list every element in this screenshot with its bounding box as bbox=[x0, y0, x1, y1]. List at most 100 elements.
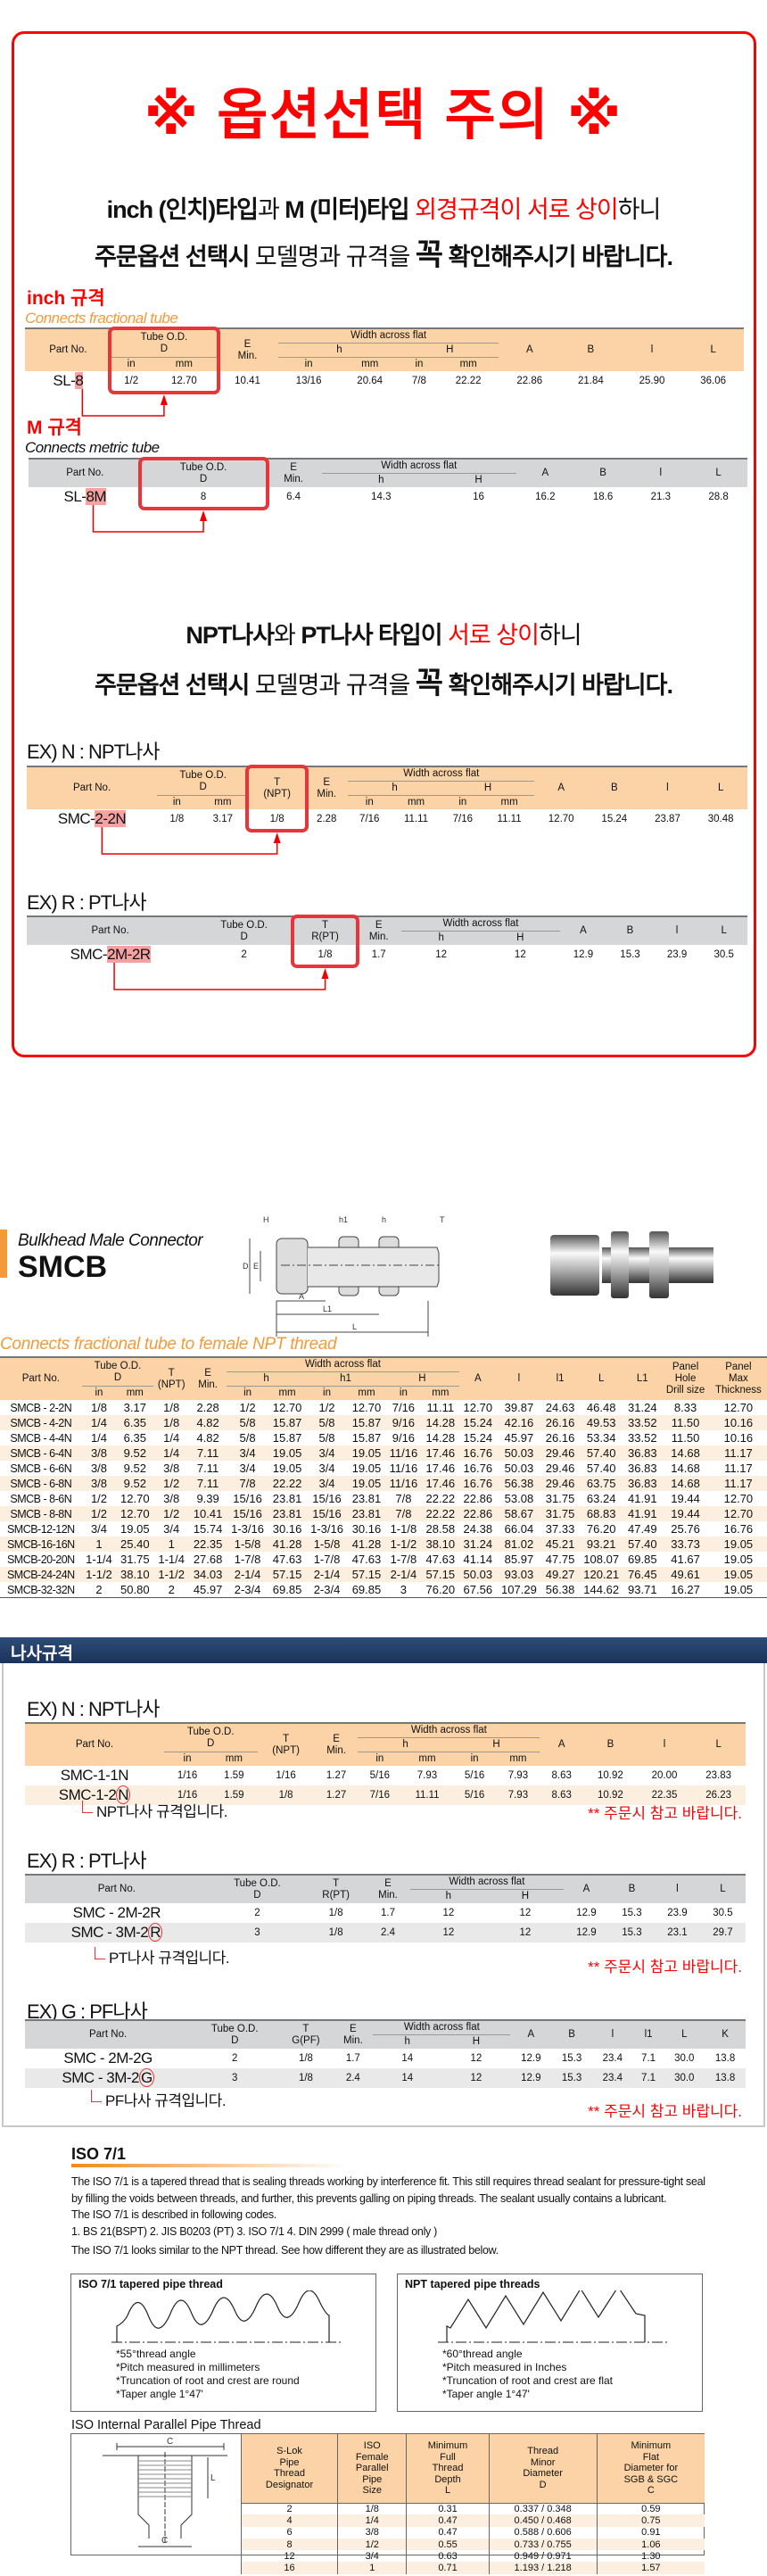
column-header: Part No. bbox=[29, 459, 142, 487]
table-cell: 120.21 bbox=[579, 1567, 624, 1582]
column-header: Width across flat bbox=[409, 1875, 564, 1890]
table-cell: 1/2 bbox=[124, 376, 139, 386]
table-cell: 33.73 bbox=[661, 1536, 710, 1552]
part-number: SMC-1-2 N bbox=[25, 1785, 164, 1805]
table-cell: 1/8 bbox=[169, 814, 185, 824]
table-cell: 21.84 bbox=[577, 376, 604, 386]
table-cell: 11.17 bbox=[724, 1462, 753, 1475]
paragraph: The ISO 7/1 is a tapered thread that is … bbox=[71, 2175, 705, 2205]
table-row: SL-8M 8 6.4 14.3 16 16.2 18.6 21.3 28.8 bbox=[29, 487, 747, 507]
table-cell: 12 bbox=[519, 1908, 532, 1918]
column-header: in bbox=[277, 357, 340, 371]
table-cell: 3/8 bbox=[90, 1462, 108, 1475]
table-row: SMCB - 6-4N 3/8 9.52 1/4 7.11 3/4 19.05 3/4 19.0… bbox=[0, 1445, 767, 1461]
table-cell: 76.20 bbox=[586, 1522, 616, 1536]
table-cell: 14.28 bbox=[421, 1415, 459, 1430]
table-cell: 10.16 bbox=[723, 1431, 754, 1445]
table-cell: 107.29 bbox=[501, 1583, 537, 1596]
part-number: SMC - 2M-2G bbox=[63, 2050, 153, 2067]
table-cell: 45.97 bbox=[193, 1583, 223, 1596]
table-cell: 1-1/4 bbox=[158, 1553, 186, 1566]
table-cell: 23.83 bbox=[705, 1770, 732, 1781]
table-cell: 12.9 bbox=[510, 2068, 552, 2088]
table-cell: 19.05 bbox=[723, 1583, 754, 1596]
table-cell: 12.9 bbox=[563, 1923, 609, 1942]
notice-title: ※ 옵션선택 주의 ※ bbox=[144, 85, 623, 146]
table-cell: 1.06 bbox=[596, 2538, 705, 2551]
column-header: T (NPT) bbox=[153, 1357, 190, 1400]
table-cell: 5/16 bbox=[369, 1770, 391, 1781]
table-cell: 28.8 bbox=[708, 492, 729, 502]
table-cell: 2.4 bbox=[366, 1923, 410, 1942]
table-cell: 63.75 bbox=[579, 1476, 624, 1491]
column-header: h bbox=[358, 1737, 453, 1752]
column-header: in bbox=[348, 795, 392, 809]
table-cell: 2-1/4 bbox=[227, 1567, 269, 1582]
table-row: SL-8 1/2 12.70 10.41 13/16 20.64 7/8 22.22 22.86… bbox=[25, 371, 744, 391]
header-row: in mm in mm in mm bbox=[27, 795, 747, 809]
table-cell: 9/16 bbox=[384, 1415, 422, 1430]
iso-thread-profile bbox=[111, 2290, 343, 2343]
column-header: Tube O.D. D bbox=[208, 1875, 307, 1903]
table-cell: 19.44 bbox=[661, 1506, 710, 1521]
table-cell: 1.59 bbox=[224, 1770, 244, 1781]
column-header: A bbox=[559, 916, 607, 945]
table-cell: 12.70 bbox=[351, 1401, 382, 1414]
notice-emphasis: 꼭 bbox=[415, 667, 443, 700]
table-cell: 14.68 bbox=[671, 1462, 700, 1475]
diagram-label: C bbox=[161, 2536, 168, 2546]
table-cell: 3/8 bbox=[337, 2526, 407, 2539]
npt-note: NPT나사 규격입니다. bbox=[82, 1799, 227, 1821]
table-cell: 22.35 bbox=[189, 1536, 227, 1552]
note-text: PF나사 규격입니다. bbox=[105, 2092, 227, 2109]
table-cell: 30.48 bbox=[707, 814, 734, 824]
table-cell: 33.52 bbox=[623, 1415, 662, 1430]
table-cell: 26.23 bbox=[691, 1785, 746, 1805]
column-header: H bbox=[441, 781, 535, 796]
table-cell: 39.87 bbox=[504, 1401, 534, 1414]
part-prefix: SMC - 3M-2 bbox=[62, 2069, 140, 2086]
table-cell: 12.9 bbox=[573, 949, 594, 960]
table-cell: 2 bbox=[95, 1583, 103, 1596]
table-cell: 41.14 bbox=[463, 1553, 493, 1566]
table-cell: 19.05 bbox=[268, 1445, 307, 1461]
column-header: Part No. bbox=[25, 328, 111, 371]
table-cell: 16.27 bbox=[671, 1583, 700, 1596]
column-header: H bbox=[452, 1737, 540, 1752]
table-cell: 2 bbox=[241, 949, 247, 960]
column-header: B bbox=[606, 916, 654, 945]
part-number: SMCB - 8-8N bbox=[0, 1506, 82, 1521]
table-cell: 3/4 bbox=[163, 1522, 180, 1536]
table-cell: 1/8 bbox=[306, 1923, 367, 1942]
table-cell: 3.17 bbox=[123, 1401, 146, 1414]
table-cell: 1-3/16 bbox=[310, 1522, 343, 1536]
column-header: h bbox=[401, 931, 481, 945]
column-header: B bbox=[608, 1875, 655, 1903]
table-cell: 81.02 bbox=[496, 1536, 542, 1552]
table-cell: 1/2 bbox=[81, 1506, 117, 1521]
column-header: Part No. bbox=[0, 1357, 82, 1400]
table-cell: 7/8 bbox=[227, 1476, 269, 1491]
table-cell: 45.97 bbox=[504, 1431, 534, 1445]
table-cell: 15.24 bbox=[458, 1415, 497, 1430]
connector-arrow-icon bbox=[101, 827, 281, 855]
column-header: L bbox=[700, 916, 747, 945]
table-cell: 30.16 bbox=[351, 1522, 382, 1536]
table-cell: 23.4 bbox=[602, 2053, 623, 2064]
column-header: A bbox=[458, 1357, 497, 1400]
column-header: l1 bbox=[632, 2020, 664, 2049]
bracket-arrow-icon bbox=[95, 1947, 105, 1959]
table-row: SMC-2M-2R 2 1/8 1.7 12 12 12.9 15.3 23.9 30.5 bbox=[27, 945, 747, 965]
column-header: h bbox=[277, 343, 400, 358]
table-cell: 108.07 bbox=[583, 1553, 620, 1566]
notice-text: 와 bbox=[274, 622, 301, 649]
table-cell: 31.24 bbox=[458, 1536, 497, 1552]
table-row: SMCB - 8-8N 1/2 12.70 1/2 10.41 15/16 23.81 15/… bbox=[0, 1506, 767, 1521]
table-cell: 50.80 bbox=[120, 1583, 150, 1596]
table-cell: 11.11 bbox=[497, 814, 522, 824]
table-cell: 1/16 bbox=[276, 1770, 296, 1781]
